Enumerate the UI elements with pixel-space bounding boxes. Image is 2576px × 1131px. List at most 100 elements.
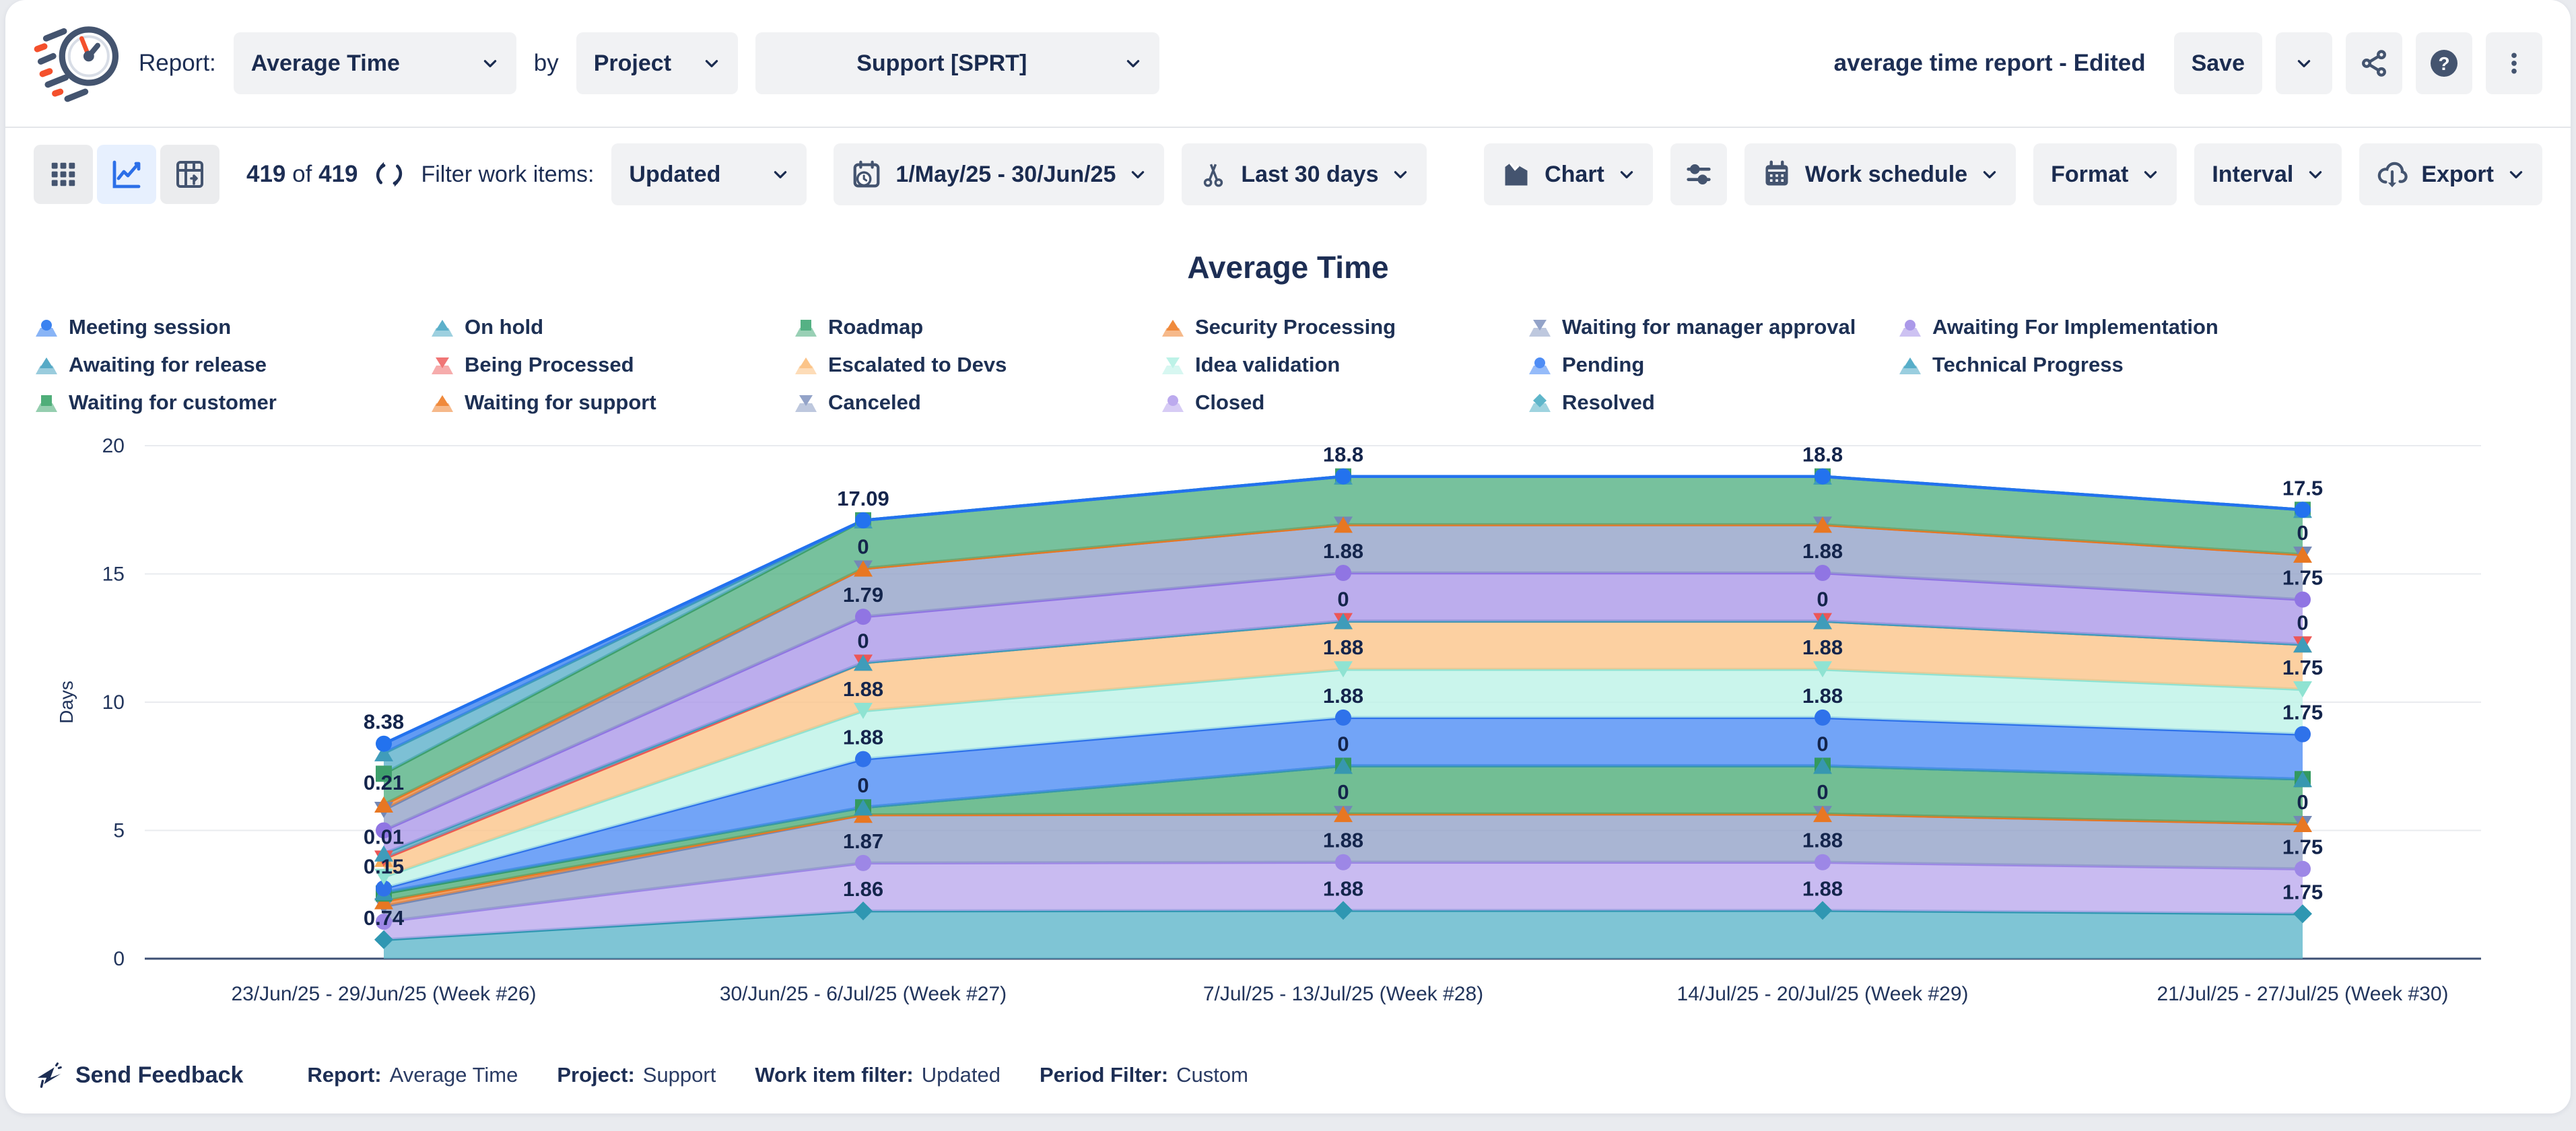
send-feedback-button[interactable]: Send Feedback bbox=[34, 1060, 243, 1091]
legend-item[interactable]: Roadmap bbox=[793, 315, 1160, 339]
scissors-icon bbox=[1204, 164, 1223, 187]
summary-item-label: Work item filter: bbox=[755, 1063, 914, 1087]
save-options-button[interactable] bbox=[2276, 32, 2332, 94]
legend-item[interactable]: Waiting for manager approval bbox=[1527, 315, 1897, 339]
summary-item: Report: Average Time bbox=[307, 1063, 518, 1087]
svg-text:0: 0 bbox=[1337, 588, 1349, 611]
app-logo bbox=[34, 19, 123, 108]
view-toggle-group bbox=[34, 145, 219, 204]
filter-field-dropdown[interactable]: Updated bbox=[611, 143, 807, 205]
trim-period-dropdown[interactable]: Last 30 days bbox=[1182, 143, 1427, 205]
legend-series-marker-icon bbox=[432, 395, 453, 412]
legend-series-label: Security Processing bbox=[1195, 315, 1396, 339]
svg-text:17.09: 17.09 bbox=[837, 487, 889, 510]
grid-view-icon bbox=[51, 162, 75, 186]
view-toggle-grid[interactable] bbox=[34, 145, 93, 204]
sliders-icon bbox=[1687, 164, 1711, 184]
svg-text:5: 5 bbox=[113, 820, 125, 842]
svg-text:1.86: 1.86 bbox=[843, 877, 883, 901]
svg-text:0.01: 0.01 bbox=[364, 825, 404, 848]
legend-series-marker-icon bbox=[795, 395, 817, 412]
help-icon: ? bbox=[2431, 50, 2458, 77]
legend-series-label: Being Processed bbox=[465, 353, 634, 376]
svg-text:1.88: 1.88 bbox=[1802, 636, 1843, 659]
legend-item[interactable]: Waiting for customer bbox=[34, 390, 430, 415]
svg-text:0: 0 bbox=[1337, 732, 1349, 755]
chevron-down-icon bbox=[483, 60, 496, 67]
legend-item[interactable]: Closed bbox=[1160, 390, 1527, 415]
refresh-icon[interactable] bbox=[375, 160, 403, 188]
legend-series-marker-icon bbox=[36, 395, 57, 412]
view-toggle-pivot[interactable] bbox=[160, 145, 219, 204]
interval-dropdown[interactable]: Interval bbox=[2194, 143, 2342, 205]
chart-type-dropdown[interactable]: Chart bbox=[1484, 143, 1653, 205]
svg-text:18.8: 18.8 bbox=[1802, 443, 1843, 467]
svg-text:0: 0 bbox=[857, 535, 869, 558]
export-dropdown[interactable]: Export bbox=[2359, 143, 2542, 205]
svg-text:7/Jul/25 - 13/Jul/25 (Week #28: 7/Jul/25 - 13/Jul/25 (Week #28) bbox=[1203, 983, 1483, 1005]
save-button[interactable]: Save bbox=[2173, 32, 2262, 94]
legend-series-label: Resolved bbox=[1562, 390, 1655, 414]
report-card: Report: Average Time by Project Support … bbox=[5, 0, 2571, 1113]
share-button[interactable] bbox=[2346, 32, 2402, 94]
count-current: 419 bbox=[246, 161, 286, 187]
summary-item-label: Period Filter: bbox=[1039, 1063, 1169, 1087]
legend-series-marker-icon bbox=[1529, 357, 1551, 374]
work-schedule-dropdown[interactable]: Work schedule bbox=[1744, 143, 2016, 205]
svg-text:1.75: 1.75 bbox=[2282, 656, 2323, 679]
legend-series-marker-icon bbox=[1529, 394, 1551, 412]
svg-text:1.88: 1.88 bbox=[1323, 636, 1363, 659]
format-value: Format bbox=[2051, 161, 2129, 187]
legend-item[interactable]: On hold bbox=[430, 315, 793, 339]
help-button[interactable]: ? bbox=[2416, 32, 2472, 94]
summary-item-value: Support bbox=[642, 1063, 716, 1087]
svg-text:18.8: 18.8 bbox=[1323, 443, 1363, 467]
svg-text:8.38: 8.38 bbox=[364, 710, 404, 734]
date-range-dropdown[interactable]: 1/May/25 - 30/Jun/25 bbox=[834, 143, 1165, 205]
legend-item[interactable]: Canceled bbox=[793, 390, 1160, 415]
chart-title: Average Time bbox=[1187, 250, 1389, 285]
svg-text:1.88: 1.88 bbox=[1802, 829, 1843, 852]
legend-item[interactable]: Technical Progress bbox=[1897, 353, 2542, 377]
legend-item[interactable]: Meeting session bbox=[34, 315, 430, 339]
work-item-count: 419 of 419 bbox=[246, 161, 358, 188]
legend-item[interactable]: Escalated to Devs bbox=[793, 353, 1160, 377]
export-value: Export bbox=[2421, 161, 2494, 187]
legend-series-marker-icon bbox=[1529, 320, 1551, 337]
chart-settings-button[interactable] bbox=[1670, 143, 1727, 205]
chevron-down-icon bbox=[2144, 171, 2157, 178]
filter-work-items-label: Filter work items: bbox=[421, 161, 595, 187]
svg-text:30/Jun/25 - 6/Jul/25 (Week #27: 30/Jun/25 - 6/Jul/25 (Week #27) bbox=[720, 983, 1007, 1005]
chevron-down-icon bbox=[705, 60, 718, 67]
view-toggle-chart[interactable] bbox=[97, 145, 156, 204]
legend-item[interactable]: Security Processing bbox=[1160, 315, 1527, 339]
svg-text:1.87: 1.87 bbox=[843, 829, 883, 853]
legend-series-marker-icon bbox=[795, 357, 817, 374]
chart-view-icon bbox=[112, 160, 141, 188]
calendar-icon bbox=[1765, 160, 1788, 186]
group-by-dropdown[interactable]: Project bbox=[576, 32, 738, 94]
svg-text:?: ? bbox=[2438, 53, 2449, 74]
header-divider bbox=[5, 127, 2571, 128]
legend-item[interactable]: Idea validation bbox=[1160, 353, 1527, 377]
legend-item[interactable]: Pending bbox=[1527, 353, 1897, 377]
more-options-button[interactable] bbox=[2486, 32, 2542, 94]
legend-series-label: Awaiting For Implementation bbox=[1932, 315, 2218, 339]
svg-text:0.74: 0.74 bbox=[364, 906, 405, 930]
svg-text:0.15: 0.15 bbox=[364, 855, 404, 879]
legend-item[interactable]: Being Processed bbox=[430, 353, 793, 377]
chevron-down-icon bbox=[1132, 171, 1145, 178]
legend-item[interactable]: Waiting for support bbox=[430, 390, 793, 415]
legend-item[interactable]: Awaiting For Implementation bbox=[1897, 315, 2542, 339]
document-title: average time report - Edited bbox=[1833, 50, 2146, 76]
legend-item[interactable]: Resolved bbox=[1527, 390, 1897, 415]
format-dropdown[interactable]: Format bbox=[2033, 143, 2177, 205]
project-dropdown[interactable]: Support [SPRT] bbox=[755, 32, 1159, 94]
summary-item-label: Report: bbox=[307, 1063, 382, 1087]
interval-value: Interval bbox=[2212, 161, 2294, 187]
svg-text:0: 0 bbox=[1817, 732, 1828, 755]
legend-item[interactable]: Awaiting for release bbox=[34, 353, 430, 377]
report-type-dropdown[interactable]: Average Time bbox=[233, 32, 516, 94]
svg-text:0: 0 bbox=[2297, 521, 2308, 545]
summary-item: Project: Support bbox=[557, 1063, 716, 1087]
